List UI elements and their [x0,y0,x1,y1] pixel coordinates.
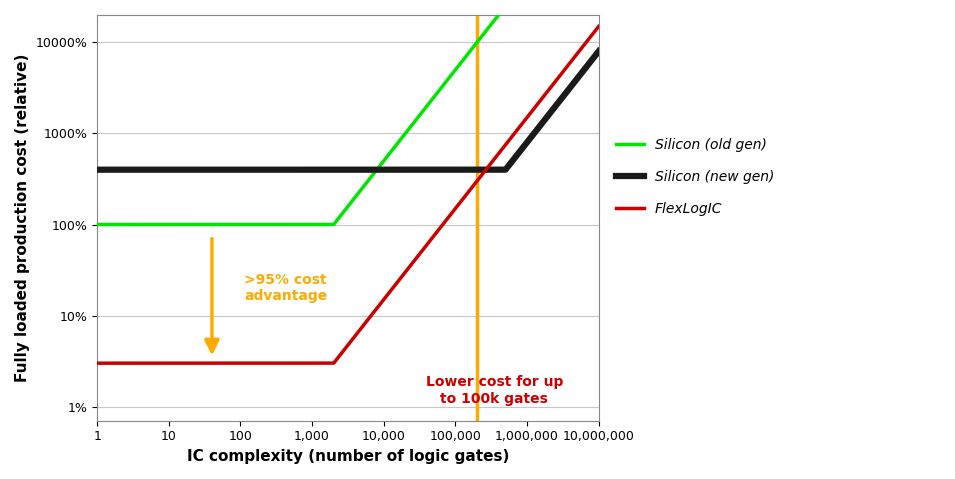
Text: >95% cost
advantage: >95% cost advantage [244,273,328,303]
Text: Lower cost for up
to 100k gates: Lower cost for up to 100k gates [426,376,563,406]
X-axis label: IC complexity (number of logic gates): IC complexity (number of logic gates) [187,449,509,464]
Y-axis label: Fully loaded production cost (relative): Fully loaded production cost (relative) [15,54,30,382]
Legend: Silicon (old gen), Silicon (new gen), FlexLogIC: Silicon (old gen), Silicon (new gen), Fl… [610,133,780,222]
